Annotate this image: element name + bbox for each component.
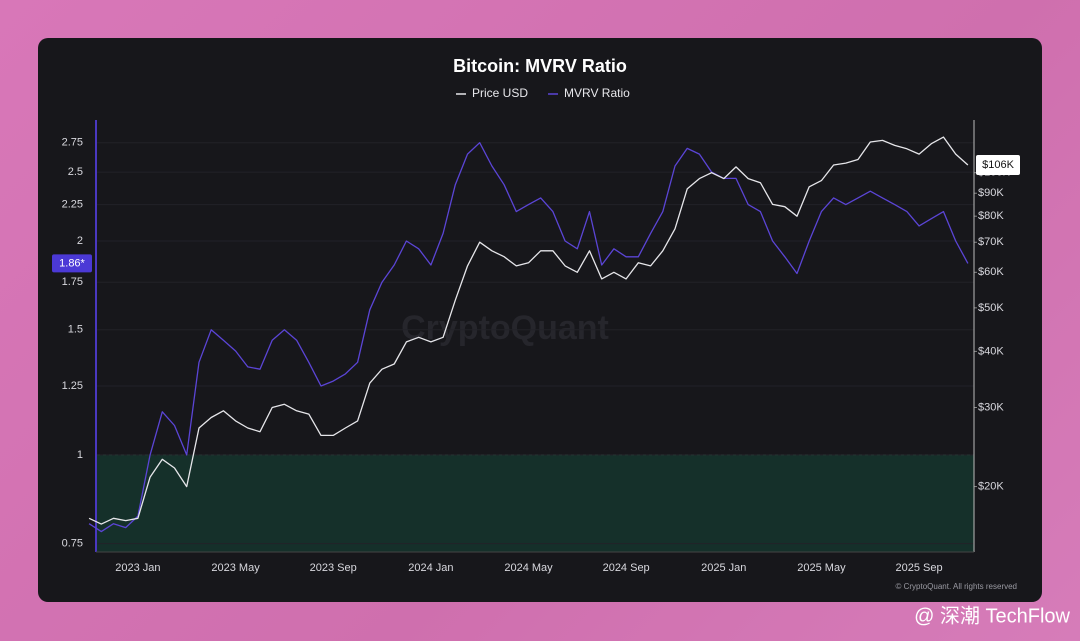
copyright: © CryptoQuant. All rights reserved — [896, 582, 1018, 591]
series-line — [88, 142, 969, 533]
y-tick-label: 1.25 — [62, 380, 83, 392]
page-watermark: @ 深潮 TechFlow — [914, 604, 1070, 627]
y-tick-label: 1 — [77, 449, 83, 461]
y2-tick-label: $50K — [978, 302, 1004, 314]
x-tick-label: 2024 May — [504, 562, 553, 574]
current-badge — [52, 254, 92, 273]
y-tick-label: 2 — [77, 235, 83, 247]
y-tick-label: 0.75 — [62, 538, 83, 550]
x-tick-label: 2025 May — [797, 562, 846, 574]
y-tick-label: 2.75 — [62, 137, 83, 149]
highlight-zone — [97, 454, 974, 552]
y-tick-label: 2.25 — [62, 199, 83, 211]
y-tick-label: 1.5 — [68, 324, 83, 336]
y2-tick-label: $70K — [978, 236, 1004, 248]
y-tick-label: 1.75 — [62, 276, 83, 288]
current-badge — [976, 155, 1020, 176]
x-tick-label: 2023 May — [211, 562, 260, 574]
legend-label: Price USD — [472, 86, 528, 100]
y2-tick-label: $60K — [978, 266, 1004, 278]
x-tick-label: 2024 Sep — [603, 562, 650, 574]
current-label: $106K — [982, 159, 1014, 171]
y-tick-label: 2.5 — [68, 166, 83, 178]
y2-tick-label: $20K — [978, 480, 1004, 492]
x-tick-label: 2025 Sep — [896, 562, 943, 574]
x-tick-label: 2023 Jan — [115, 562, 160, 574]
series-line — [88, 136, 969, 525]
legend-label: MVRV Ratio — [564, 86, 630, 100]
y2-tick-label: $40K — [978, 345, 1004, 357]
x-tick-label: 2025 Jan — [701, 562, 746, 574]
chart-title: Bitcoin: MVRV Ratio — [453, 56, 627, 76]
x-tick-label: 2024 Jan — [408, 562, 453, 574]
x-tick-label: 2023 Sep — [310, 562, 357, 574]
y2-tick-label: $80K — [978, 210, 1004, 222]
current-label: 1.86* — [59, 257, 85, 269]
y2-tick-label: $30K — [978, 401, 1004, 413]
y2-tick-label: $90K — [978, 187, 1004, 199]
